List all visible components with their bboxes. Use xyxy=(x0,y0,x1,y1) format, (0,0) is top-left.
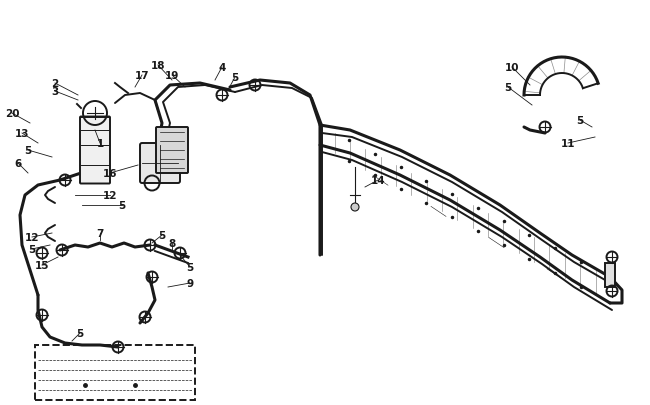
FancyBboxPatch shape xyxy=(140,144,180,183)
FancyBboxPatch shape xyxy=(156,128,188,174)
Text: 11: 11 xyxy=(561,139,575,149)
Text: 9: 9 xyxy=(187,278,194,288)
Text: 5: 5 xyxy=(187,262,194,272)
Bar xyxy=(605,263,615,287)
Text: 16: 16 xyxy=(103,168,117,179)
Text: 13: 13 xyxy=(15,129,29,139)
Text: 7: 7 xyxy=(96,228,104,239)
Text: 5: 5 xyxy=(77,328,84,338)
Text: 5: 5 xyxy=(577,116,584,126)
Text: 1: 1 xyxy=(96,139,103,149)
Bar xyxy=(35,345,195,400)
Text: 5: 5 xyxy=(29,244,36,254)
Text: 5: 5 xyxy=(231,73,239,83)
FancyBboxPatch shape xyxy=(80,117,110,184)
Text: 5: 5 xyxy=(504,83,512,93)
Text: 6: 6 xyxy=(14,159,21,168)
Text: 2: 2 xyxy=(51,79,58,89)
Text: 15: 15 xyxy=(34,260,49,270)
Text: 10: 10 xyxy=(505,63,519,73)
Text: 20: 20 xyxy=(5,109,20,119)
Text: 5: 5 xyxy=(25,146,32,156)
Text: 12: 12 xyxy=(25,232,39,243)
Text: 5: 5 xyxy=(118,200,125,211)
Text: 12: 12 xyxy=(103,190,117,200)
Text: 19: 19 xyxy=(165,71,179,81)
Text: 5: 5 xyxy=(159,230,166,241)
Text: 3: 3 xyxy=(51,87,58,97)
Text: 8: 8 xyxy=(168,239,176,248)
Text: 14: 14 xyxy=(370,175,385,185)
Text: 4: 4 xyxy=(218,63,226,73)
Circle shape xyxy=(351,203,359,211)
Text: 18: 18 xyxy=(151,61,165,71)
Text: 17: 17 xyxy=(135,71,150,81)
